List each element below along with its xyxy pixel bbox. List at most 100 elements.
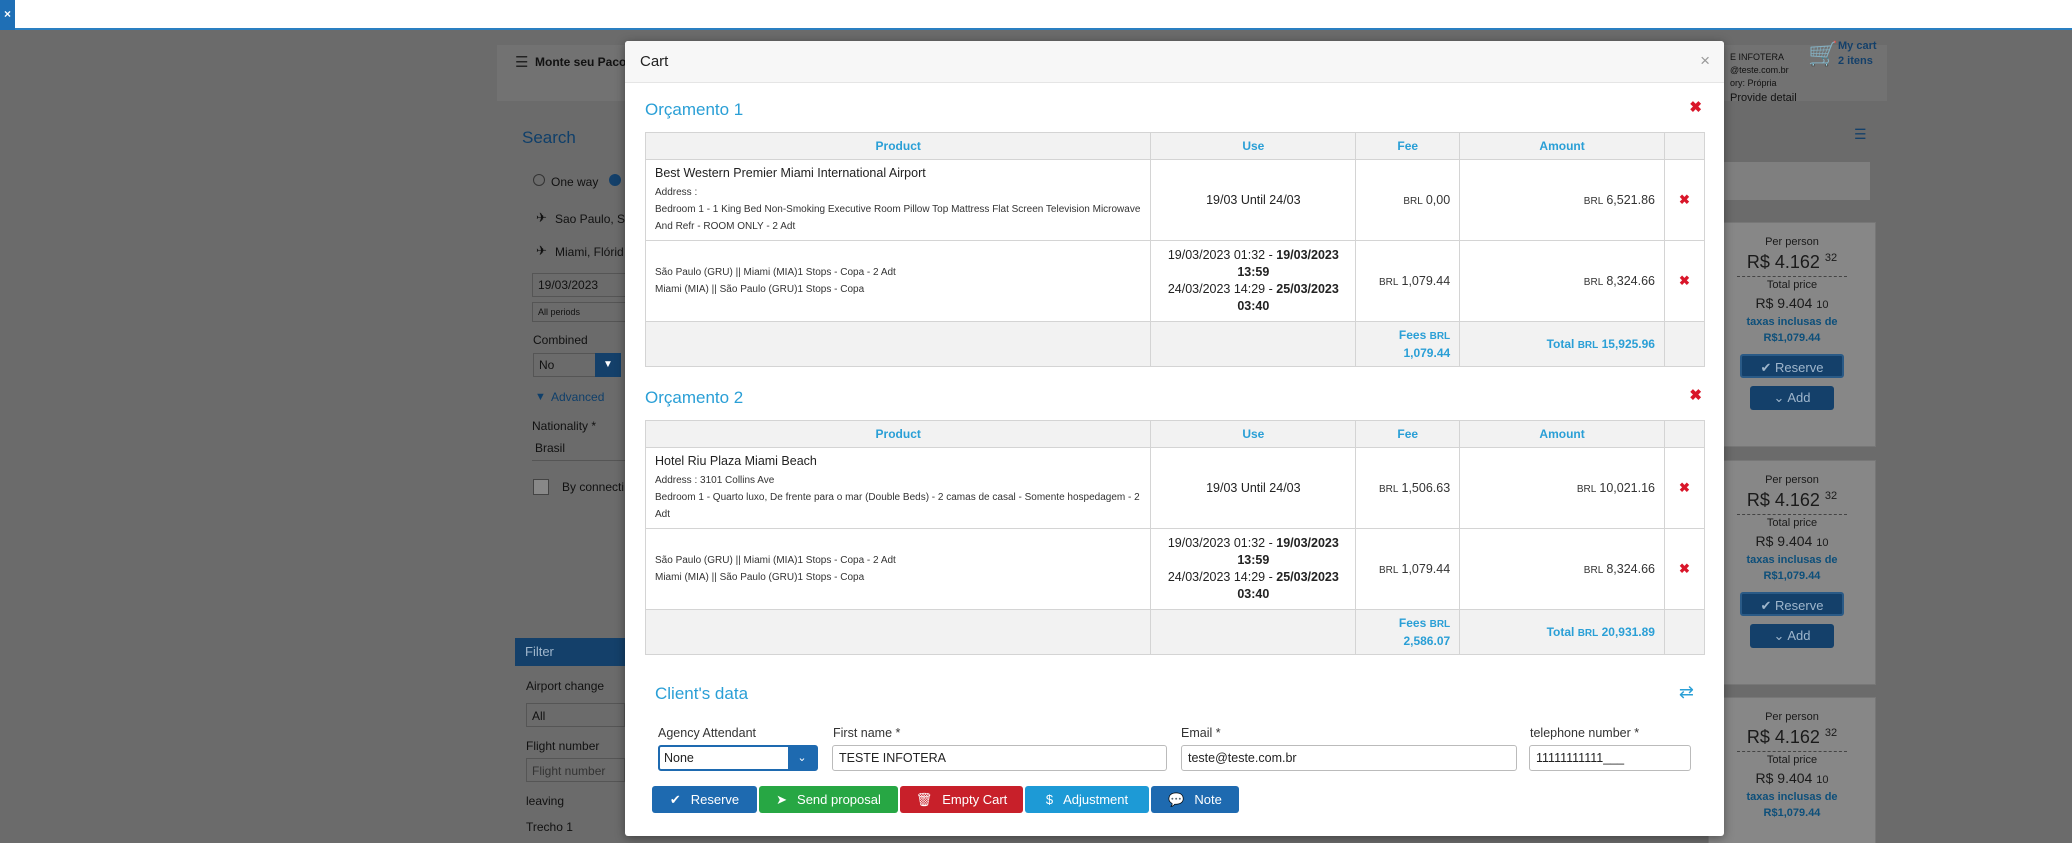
advanced-link[interactable]: Advanced — [551, 390, 605, 404]
price-per-person: R$ 4.162 32 — [1746, 252, 1838, 272]
by-connection-label: By connecti — [562, 480, 625, 494]
hotel-fee: BRL 0,00 — [1355, 159, 1461, 241]
one-way-label: One way — [551, 175, 599, 189]
comment-icon: 💬 — [1168, 792, 1185, 807]
total-price-label: Total price — [1766, 279, 1818, 291]
modal-title: Cart — [640, 53, 669, 70]
fees-total: Fees BRL 1,079.44 — [1355, 321, 1461, 367]
flight-number-label: Flight number — [526, 739, 600, 753]
price-per-person: R$ 4.162 32 — [1746, 490, 1838, 510]
delete-item-icon[interactable]: ✖ — [1663, 528, 1706, 610]
note-button[interactable]: 💬 Note — [1151, 786, 1239, 813]
budget-total: Total BRL 15,925.96 — [1459, 321, 1665, 367]
delete-item-icon[interactable]: ✖ — [1663, 447, 1706, 529]
budget-table: Product Use Fee Amount Hotel Riu Plaza M… — [644, 420, 1706, 655]
fee-header: Fee — [1355, 420, 1461, 448]
hotel-product-cell: Best Western Premier Miami International… — [644, 159, 1152, 241]
adjustment-button[interactable]: $ Adjustment — [1025, 786, 1149, 813]
flight-outbound: São Paulo (GRU) || Miami (MIA)1 Stops - … — [655, 555, 896, 566]
reserve-button[interactable]: ✔ Reserve — [1740, 592, 1844, 616]
hotel-use: 19/03 Until 24/03 — [1150, 447, 1357, 529]
total-price: R$ 9.404 10 — [1755, 533, 1829, 549]
search-title: Search — [522, 128, 576, 147]
destination-field[interactable]: Miami, Flórid — [555, 245, 624, 259]
flight-fee: BRL 1,079.44 — [1355, 240, 1461, 322]
total-price-label: Total price — [1766, 754, 1818, 766]
delete-item-icon[interactable]: ✖ — [1663, 159, 1706, 241]
user-category: ory: Própria — [1730, 78, 1777, 88]
date-field[interactable]: 19/03/2023 — [532, 273, 627, 297]
add-button[interactable]: ⌄ Add — [1750, 624, 1834, 648]
round-trip-radio[interactable] — [609, 174, 621, 186]
action-header — [1663, 132, 1706, 160]
chevron-down-icon[interactable]: ⌄ — [788, 747, 816, 769]
nationality-field[interactable]: Brasil — [532, 437, 627, 461]
flight-use: 19/03/2023 01:32 - 19/03/2023 13:59 24/0… — [1150, 528, 1357, 610]
telephone-field[interactable]: 11111111111___ — [1529, 745, 1691, 771]
budget-title: Orçamento 1 — [645, 100, 744, 119]
send-icon: ➤ — [776, 792, 788, 807]
send-proposal-button[interactable]: ➤ Send proposal — [759, 786, 898, 813]
delete-budget-icon[interactable]: ✖ — [1689, 99, 1702, 116]
tax-value: R$1,079.44 — [1763, 570, 1821, 582]
one-way-radio[interactable] — [533, 174, 545, 186]
user-name: E INFOTERA — [1730, 52, 1785, 62]
by-connection-checkbox[interactable] — [533, 479, 549, 495]
close-icon[interactable]: × — [1700, 51, 1710, 70]
nationality-label: Nationality * — [532, 419, 597, 433]
modal-header: Cart × — [625, 41, 1724, 83]
flight-use: 19/03/2023 01:32 - 19/03/2023 13:59 24/0… — [1150, 240, 1357, 322]
chevron-down-icon[interactable]: ▼ — [595, 353, 621, 377]
result-card: Per person R$ 4.162 32 Total price R$ 9.… — [1708, 697, 1876, 843]
first-name-field[interactable]: TESTE INFOTERA — [832, 745, 1167, 771]
dollar-icon: $ — [1045, 792, 1054, 807]
table-row: Hotel Riu Plaza Miami Beach Address : 31… — [644, 447, 1706, 529]
hotel-use: 19/03 Until 24/03 — [1150, 159, 1357, 241]
add-button[interactable]: ⌄ Add — [1750, 386, 1834, 410]
product-header: Product — [644, 420, 1152, 448]
budget-title: Orçamento 2 — [645, 388, 744, 407]
cart-label[interactable]: My cart — [1838, 40, 1877, 52]
fee-header: Fee — [1355, 132, 1461, 160]
delete-item-icon[interactable]: ✖ — [1663, 240, 1706, 322]
combined-label: Combined — [533, 333, 588, 347]
agency-attendant-select[interactable]: None ⌄ — [658, 745, 818, 771]
delete-budget-icon[interactable]: ✖ — [1689, 387, 1702, 404]
tax-label: taxas inclusas de — [1746, 554, 1838, 566]
filter-header: Filter — [515, 638, 625, 666]
table-header-row: Product Use Fee Amount — [644, 420, 1706, 448]
empty-cart-button[interactable]: 🗑 Empty Cart — [900, 786, 1023, 813]
hotel-amount: BRL 10,021.16 — [1459, 447, 1665, 529]
cart-modal: Cart × Orçamento 1 ✖ Product Use Fee Amo… — [625, 41, 1724, 836]
flight-amount: BRL 8,324.66 — [1459, 240, 1665, 322]
use-header: Use — [1150, 132, 1357, 160]
total-price: R$ 9.404 10 — [1755, 295, 1829, 311]
fees-total: Fees BRL 2,586.07 — [1355, 609, 1461, 655]
flight-product-cell: São Paulo (GRU) || Miami (MIA)1 Stops - … — [644, 240, 1152, 322]
email-field[interactable]: teste@teste.com.br — [1181, 745, 1517, 771]
tax-value: R$1,079.44 — [1763, 332, 1821, 344]
table-row: São Paulo (GRU) || Miami (MIA)1 Stops - … — [644, 240, 1706, 322]
flight-number-input[interactable]: Flight number — [526, 758, 625, 782]
swap-icon[interactable]: ⇄ — [1678, 682, 1694, 702]
airport-change-select[interactable]: All — [526, 703, 625, 727]
telephone-label: telephone number * — [1530, 726, 1640, 740]
cart-icon[interactable]: 🛒 — [1808, 41, 1838, 68]
periods-field[interactable]: All periods — [532, 302, 627, 322]
provide-detail-link[interactable]: Provide detail — [1730, 92, 1797, 104]
budget-footer-row: Fees BRL 2,586.07 Total BRL 20,931.89 — [644, 609, 1706, 655]
flight-outbound: São Paulo (GRU) || Miami (MIA)1 Stops - … — [655, 267, 896, 278]
close-icon[interactable]: × — [0, 0, 15, 30]
total-price: R$ 9.404 10 — [1755, 770, 1829, 786]
agency-attendant-label: Agency Attendant — [658, 726, 756, 740]
origin-field[interactable]: Sao Paulo, Sc — [555, 212, 632, 226]
reserve-button[interactable]: ✔ Reserve — [1740, 354, 1844, 378]
header-left-label[interactable]: Monte seu Pacote — [535, 55, 638, 69]
reserve-button[interactable]: ✔ Reserve — [652, 786, 757, 813]
menu-icon[interactable]: ☰ — [515, 54, 529, 71]
amount-header: Amount — [1459, 420, 1665, 448]
tax-value: R$1,079.44 — [1763, 807, 1821, 819]
list-icon[interactable]: ☰ — [1854, 126, 1867, 142]
result-card: Per person R$ 4.162 32 Total price R$ 9.… — [1708, 222, 1876, 447]
hotel-name: Best Western Premier Miami International… — [655, 165, 926, 180]
